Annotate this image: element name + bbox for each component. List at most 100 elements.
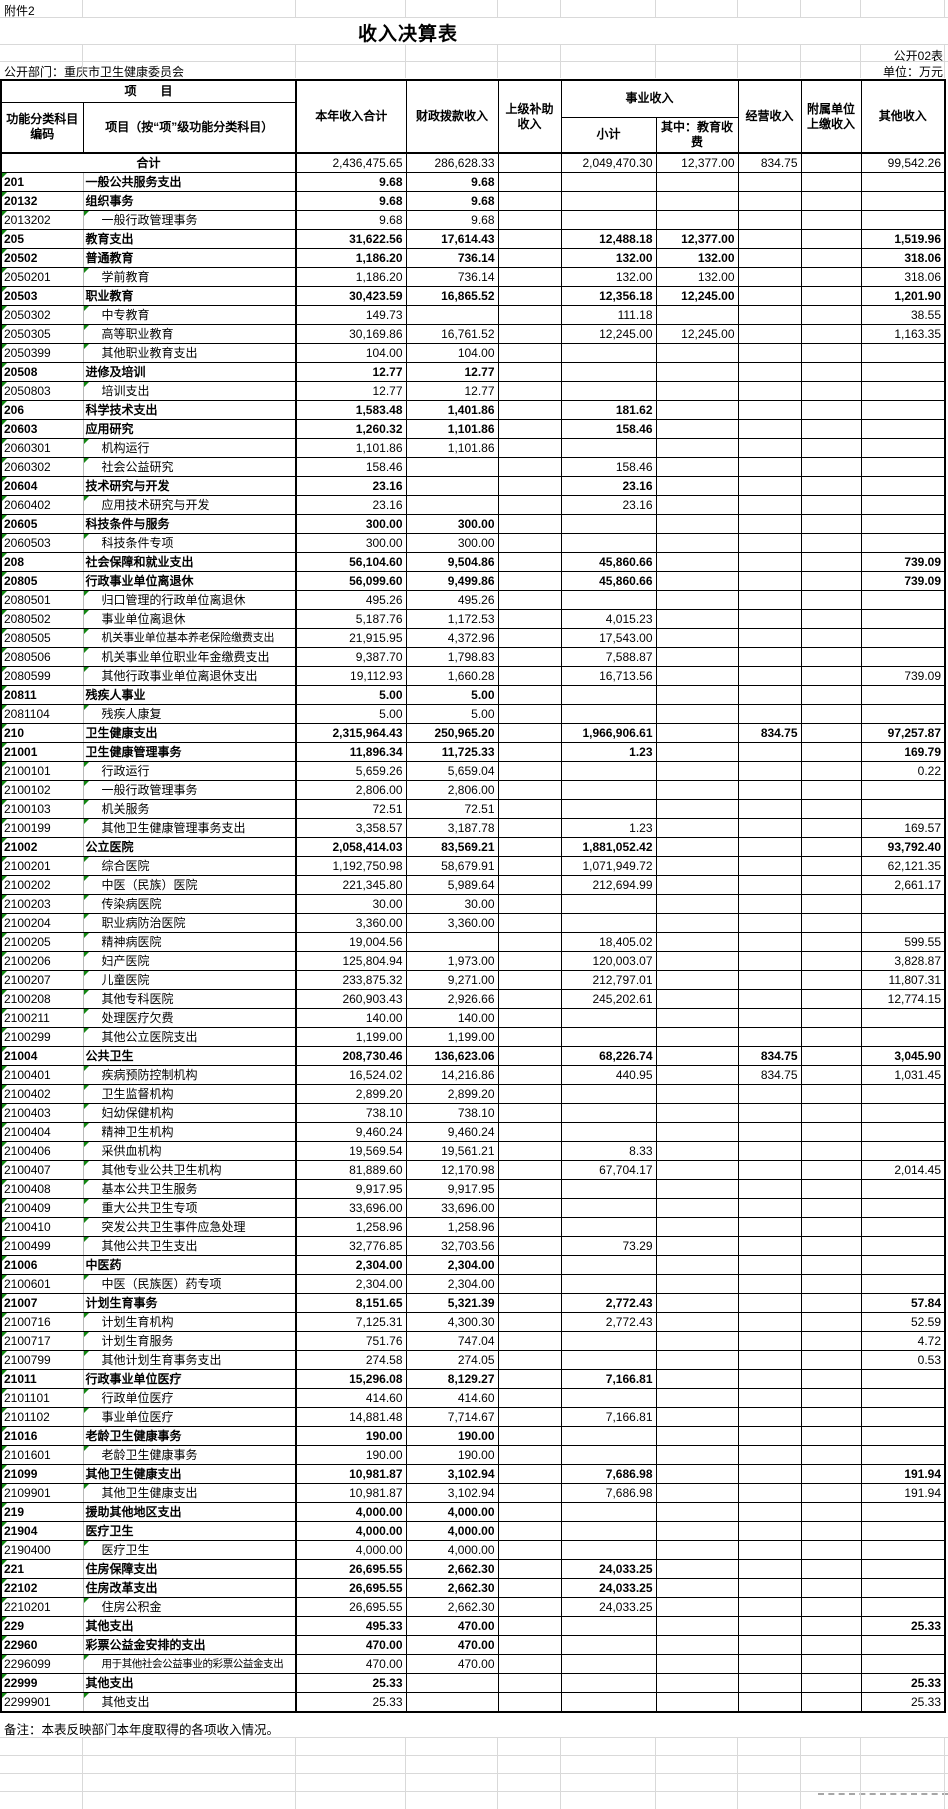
cell-fiscal[interactable]: 5.00 <box>405 704 499 724</box>
cell-name[interactable]: 计划生育服务 <box>82 1331 297 1351</box>
cell-superior[interactable] <box>497 172 562 192</box>
cell-affiliated[interactable] <box>800 1179 862 1199</box>
cell-operating[interactable] <box>737 172 802 192</box>
cell-fiscal[interactable]: 11,725.33 <box>405 742 499 762</box>
cell-name[interactable]: 综合医院 <box>82 856 297 876</box>
cell-name[interactable]: 残疾人事业 <box>82 685 297 705</box>
cell-business-subtotal[interactable] <box>560 590 657 610</box>
cell-total[interactable]: 274.58 <box>295 1350 407 1370</box>
cell-education-fee[interactable] <box>655 1084 739 1104</box>
cell-fiscal[interactable]: 1,401.86 <box>405 400 499 420</box>
cell-affiliated[interactable] <box>800 152 862 173</box>
cell-fiscal[interactable]: 1,258.96 <box>405 1217 499 1237</box>
cell-superior[interactable] <box>497 1198 562 1218</box>
cell-name[interactable]: 重大公共卫生专项 <box>82 1198 297 1218</box>
cell-fiscal[interactable]: 104.00 <box>405 343 499 363</box>
cell-name[interactable]: 住房保障支出 <box>82 1559 297 1579</box>
cell-name[interactable]: 其他职业教育支出 <box>82 343 297 363</box>
cell-code[interactable]: 2101101 <box>0 1388 84 1408</box>
cell-total[interactable]: 1,101.86 <box>295 438 407 458</box>
cell-superior[interactable] <box>497 457 562 477</box>
cell-code[interactable]: 2100716 <box>0 1312 84 1332</box>
cell-superior[interactable] <box>497 552 562 572</box>
cell-education-fee[interactable] <box>655 1483 739 1503</box>
cell-superior[interactable] <box>497 1350 562 1370</box>
cell-operating[interactable] <box>737 571 802 591</box>
cell-business-subtotal[interactable]: 111.18 <box>560 305 657 325</box>
cell-total[interactable]: 1,192,750.98 <box>295 856 407 876</box>
cell-other[interactable] <box>860 1274 946 1294</box>
cell-affiliated[interactable] <box>800 191 862 211</box>
cell-other[interactable] <box>860 1027 946 1047</box>
cell-fiscal[interactable]: 300.00 <box>405 533 499 553</box>
cell-other[interactable] <box>860 476 946 496</box>
cell-business-subtotal[interactable] <box>560 1350 657 1370</box>
cell-name[interactable]: 科技条件与服务 <box>82 514 297 534</box>
cell-operating[interactable] <box>737 989 802 1009</box>
cell-name[interactable]: 采供血机构 <box>82 1141 297 1161</box>
cell-total[interactable]: 140.00 <box>295 1008 407 1028</box>
cell-affiliated[interactable] <box>800 799 862 819</box>
cell-operating[interactable] <box>737 856 802 876</box>
cell-business-subtotal[interactable] <box>560 761 657 781</box>
cell-superior[interactable] <box>497 1008 562 1028</box>
cell-affiliated[interactable] <box>800 1407 862 1427</box>
cell-fiscal[interactable]: 3,102.94 <box>405 1464 499 1484</box>
cell-total[interactable]: 104.00 <box>295 343 407 363</box>
cell-education-fee[interactable] <box>655 1312 739 1332</box>
cell-operating[interactable] <box>737 1426 802 1446</box>
cell-affiliated[interactable] <box>800 913 862 933</box>
cell-affiliated[interactable] <box>800 590 862 610</box>
cell-other[interactable]: 62,121.35 <box>860 856 946 876</box>
cell-other[interactable] <box>860 1008 946 1028</box>
cell-operating[interactable] <box>737 913 802 933</box>
cell-other[interactable] <box>860 1540 946 1560</box>
cell-superior[interactable] <box>497 1293 562 1313</box>
cell-fiscal[interactable] <box>405 1673 499 1693</box>
cell-name[interactable]: 学前教育 <box>82 267 297 287</box>
cell-affiliated[interactable] <box>800 400 862 420</box>
cell-name[interactable]: 住房公积金 <box>82 1597 297 1617</box>
cell-total[interactable]: 56,104.60 <box>295 552 407 572</box>
cell-education-fee[interactable] <box>655 1027 739 1047</box>
cell-code[interactable]: 2100299 <box>0 1027 84 1047</box>
cell-fiscal[interactable]: 58,679.91 <box>405 856 499 876</box>
cell-superior[interactable] <box>497 1502 562 1522</box>
cell-total[interactable]: 158.46 <box>295 457 407 477</box>
cell-operating[interactable] <box>737 685 802 705</box>
cell-fiscal[interactable]: 9.68 <box>405 210 499 230</box>
cell-name[interactable]: 妇产医院 <box>82 951 297 971</box>
cell-fiscal[interactable]: 2,899.20 <box>405 1084 499 1104</box>
cell-fiscal[interactable]: 286,628.33 <box>405 152 499 173</box>
cell-total[interactable]: 19,569.54 <box>295 1141 407 1161</box>
cell-total[interactable]: 1,260.32 <box>295 419 407 439</box>
cell-code[interactable]: 20805 <box>0 571 84 591</box>
cell-name[interactable]: 其他行政事业单位离退休支出 <box>82 666 297 686</box>
cell-total[interactable]: 19,112.93 <box>295 666 407 686</box>
cell-name[interactable]: 中医药 <box>82 1255 297 1275</box>
cell-education-fee[interactable] <box>655 514 739 534</box>
cell-other[interactable]: 0.53 <box>860 1350 946 1370</box>
cell-total[interactable]: 2,436,475.65 <box>295 152 407 173</box>
cell-other[interactable] <box>860 1369 946 1389</box>
cell-superior[interactable] <box>497 837 562 857</box>
cell-operating[interactable] <box>737 1236 802 1256</box>
cell-code[interactable]: 22960 <box>0 1635 84 1655</box>
cell-business-subtotal[interactable] <box>560 1388 657 1408</box>
cell-total[interactable]: 1,583.48 <box>295 400 407 420</box>
cell-fiscal[interactable]: 1,101.86 <box>405 438 499 458</box>
cell-superior[interactable] <box>497 647 562 667</box>
cell-name[interactable]: 处理医疗欠费 <box>82 1008 297 1028</box>
cell-fiscal[interactable]: 274.05 <box>405 1350 499 1370</box>
cell-other[interactable]: 4.72 <box>860 1331 946 1351</box>
cell-superior[interactable] <box>497 1122 562 1142</box>
cell-code[interactable]: 208 <box>0 552 84 572</box>
cell-fiscal[interactable]: 9,271.00 <box>405 970 499 990</box>
cell-fiscal[interactable]: 9,504.86 <box>405 552 499 572</box>
cell-total[interactable]: 7,125.31 <box>295 1312 407 1332</box>
cell-business-subtotal[interactable]: 1.23 <box>560 742 657 762</box>
cell-name[interactable]: 其他卫生健康支出 <box>82 1464 297 1484</box>
cell-operating[interactable] <box>737 666 802 686</box>
cell-affiliated[interactable] <box>800 381 862 401</box>
cell-fiscal[interactable]: 2,806.00 <box>405 780 499 800</box>
